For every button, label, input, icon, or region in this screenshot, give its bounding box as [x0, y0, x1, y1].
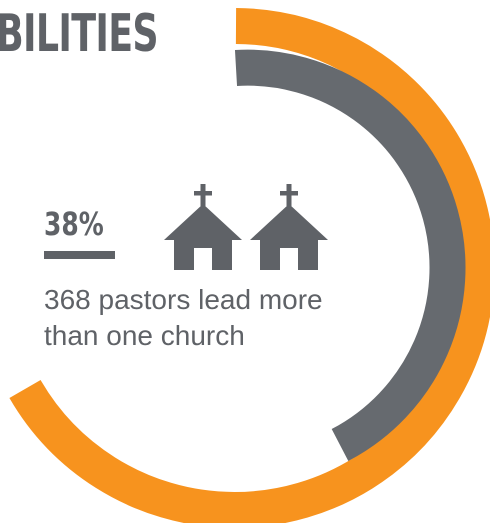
stat-description: 368 pastors lead more than one church	[44, 284, 323, 351]
stat-percentage: 38%	[44, 205, 104, 243]
stat-underline-bar	[44, 251, 115, 259]
section-heading: BILITIES	[0, 4, 159, 64]
church-icon	[164, 184, 242, 270]
church-icon	[250, 184, 328, 270]
church-icons	[164, 184, 328, 270]
outer-ring-arc	[9, 8, 490, 523]
inner-ring-arc	[234, 49, 466, 461]
